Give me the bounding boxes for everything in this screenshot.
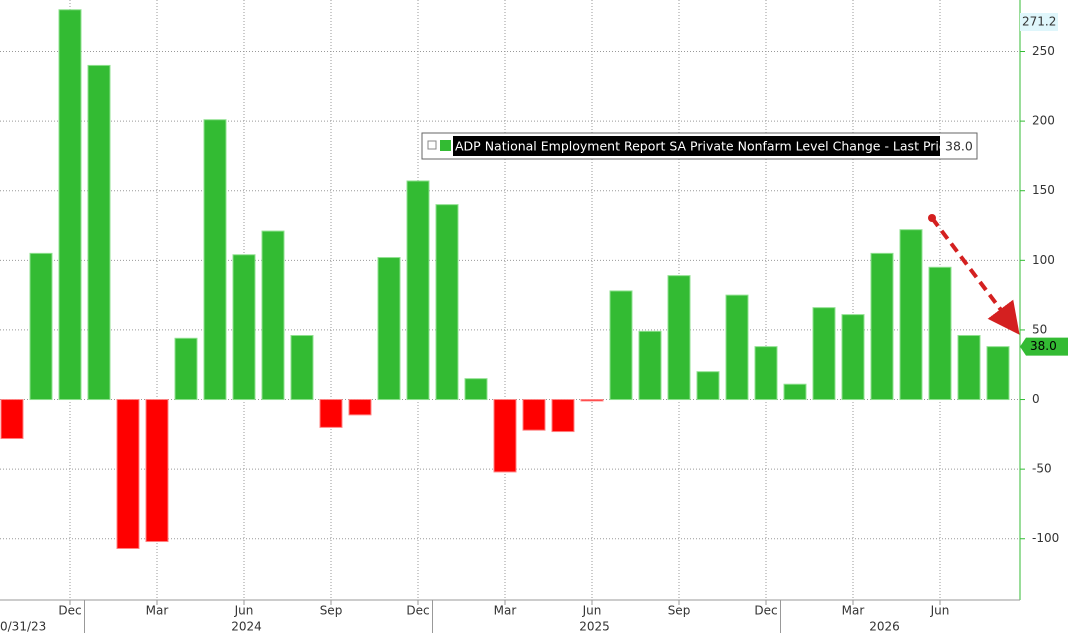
year-label: 2024 [231, 620, 262, 633]
bar [435, 204, 459, 401]
bar [696, 371, 720, 401]
y-tick-label: 50 [1032, 322, 1047, 336]
y-tick-label: 0 [1032, 392, 1040, 406]
year-label: 2026 [869, 620, 900, 633]
bar [957, 334, 981, 401]
bar [812, 307, 836, 401]
x-tick-label: Jun [930, 604, 950, 618]
bar [145, 399, 169, 543]
bar [580, 399, 604, 402]
x-tick-label: Jun [582, 604, 602, 618]
x-tick-label: Mar [842, 604, 865, 618]
legend: ADP National Employment Report SA Privat… [421, 132, 978, 160]
trend-arrow [930, 216, 1020, 335]
bar [870, 252, 894, 401]
x-tick-label: Dec [406, 604, 429, 618]
bar [377, 257, 401, 401]
bar [783, 383, 807, 401]
bar [348, 399, 372, 416]
bar [754, 346, 778, 401]
bar [493, 399, 517, 473]
bar [638, 330, 662, 401]
y-tick-label: 200 [1032, 114, 1055, 128]
bar [841, 314, 865, 401]
bar [116, 399, 140, 549]
y-tick-label: 250 [1032, 44, 1055, 58]
bar [406, 180, 430, 401]
high-label: 271.2 [1022, 14, 1056, 28]
y-tick-label: -50 [1032, 462, 1052, 476]
x-tick-label: Jun [234, 604, 254, 618]
legend-label: ADP National Employment Report SA Privat… [455, 139, 954, 154]
bar [174, 337, 198, 401]
bar [29, 252, 53, 401]
bar [464, 378, 488, 401]
bar [319, 399, 343, 428]
high-box [1020, 12, 1058, 31]
bar [58, 9, 82, 401]
bar [667, 275, 691, 401]
bar [290, 334, 314, 401]
x-tick-label: Sep [320, 604, 343, 618]
last-value-box [1020, 337, 1068, 356]
bar [928, 266, 952, 401]
last-value-label: 38.0 [1030, 339, 1057, 353]
arrow-start [928, 214, 936, 222]
legend-swatch [440, 140, 451, 151]
x-tick-label: Mar [494, 604, 517, 618]
x-tick-label: Sep [668, 604, 691, 618]
legend-expand [427, 140, 437, 150]
bar [0, 399, 24, 440]
bar [551, 399, 575, 433]
x-tick-label: Dec [754, 604, 777, 618]
bar [609, 290, 633, 401]
start-date-label: 0/31/23 [0, 620, 46, 633]
bar [725, 294, 749, 401]
year-label: 2025 [579, 620, 610, 633]
x-tick-label: Dec [58, 604, 81, 618]
bar [87, 64, 111, 401]
y-tick-label: 100 [1032, 253, 1055, 267]
bar [203, 119, 227, 401]
legend-highlight [453, 136, 940, 156]
bar [232, 254, 256, 401]
bar [261, 230, 285, 401]
bar [899, 229, 923, 401]
bar [522, 399, 546, 431]
legend-value: 38.0 [945, 139, 973, 154]
y-tick-label: -100 [1032, 531, 1059, 545]
x-tick-label: Mar [146, 604, 169, 618]
y-tick-label: 150 [1032, 183, 1055, 197]
bar [986, 346, 1010, 401]
